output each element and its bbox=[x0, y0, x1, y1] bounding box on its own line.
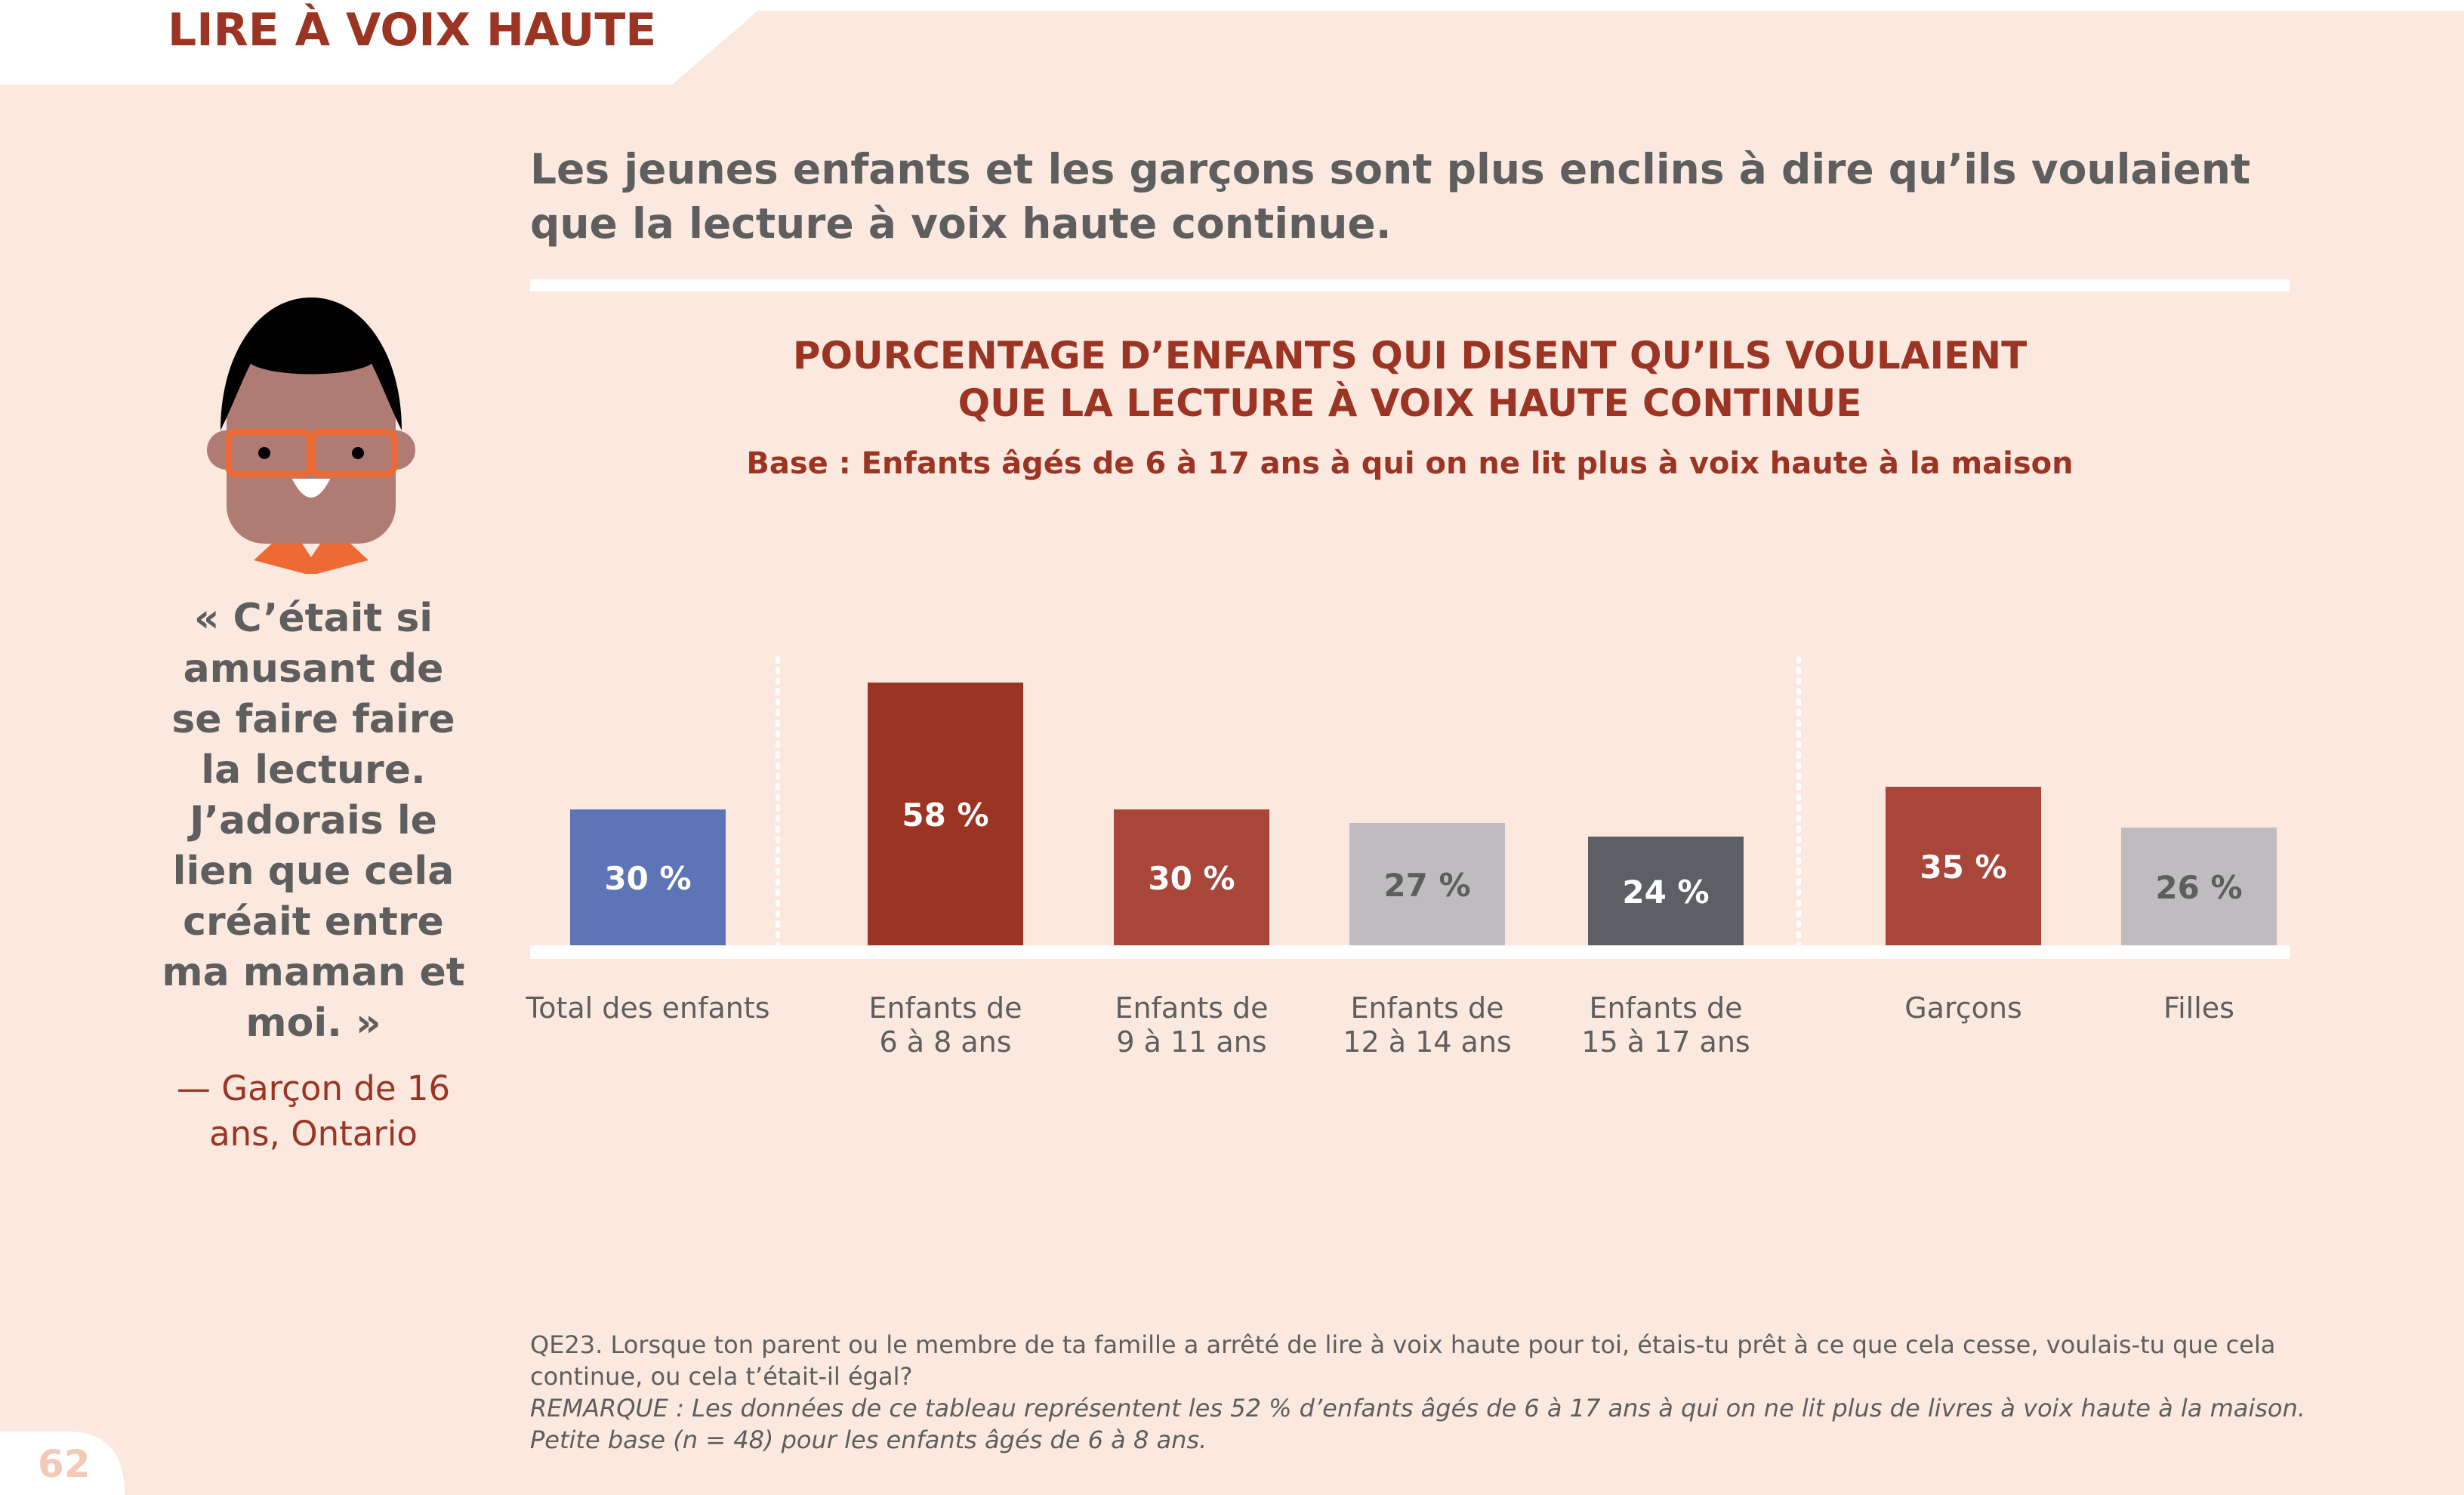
category-label-6-line-1: Garçons bbox=[1904, 991, 2022, 1025]
chart-subtitle: Base : Enfants âgés de 6 à 17 ans à qui … bbox=[746, 446, 2074, 481]
footnote: QE23. Lorsque ton parent ou le membre de… bbox=[530, 1329, 2358, 1456]
category-label-7-line-1: Filles bbox=[2163, 991, 2234, 1025]
bar-value-label-1: 30 % bbox=[604, 860, 691, 897]
page-number: 62 bbox=[38, 1442, 91, 1486]
chart-title-line-1: POURCENTAGE D’ENFANTS QUI DISENT QU’ILS … bbox=[792, 334, 2028, 378]
category-label-2-line-1: Enfants de bbox=[868, 991, 1022, 1025]
category-label-3-line-2: 9 à 11 ans bbox=[1116, 1025, 1266, 1059]
bar-3 bbox=[1114, 809, 1269, 945]
category-label-5-line-1: Enfants de bbox=[1589, 991, 1742, 1025]
bar-value-label-6: 35 % bbox=[1920, 849, 2006, 886]
category-label-5-line-2: 15 à 17 ans bbox=[1581, 1025, 1750, 1059]
boy-avatar-illustration bbox=[198, 294, 424, 575]
section-title: LIRE À VOIX HAUTE bbox=[168, 4, 657, 57]
bar-value-label-3: 30 % bbox=[1148, 860, 1235, 897]
bar-2 bbox=[868, 683, 1023, 945]
quote-attribution: — Garçon de 16 ans, Ontario bbox=[176, 1068, 451, 1154]
footnote-question: QE23. Lorsque ton parent ou le membre de… bbox=[530, 1330, 2276, 1391]
bar-7 bbox=[2121, 828, 2277, 945]
bar-6 bbox=[1886, 787, 2041, 945]
headline: Les jeunes enfants et les garçons sont p… bbox=[530, 145, 2251, 248]
section-title-tab bbox=[0, 0, 770, 85]
page-number-tab bbox=[0, 1432, 125, 1495]
category-label-2-line-2: 6 à 8 ans bbox=[879, 1025, 1011, 1059]
category-label-4-line-2: 12 à 14 ans bbox=[1343, 1025, 1511, 1059]
bar-5 bbox=[1588, 837, 1744, 945]
bar-value-label-7: 26 % bbox=[2155, 869, 2242, 906]
category-label-3-line-1: Enfants de bbox=[1115, 991, 1268, 1025]
section-title-tab-shape bbox=[0, 0, 770, 85]
footnote-remark: REMARQUE : Les données de ce tableau rep… bbox=[530, 1394, 2305, 1454]
chart-baseline bbox=[530, 945, 2290, 959]
child-quote: « C’était si amusant de se faire faire l… bbox=[162, 596, 465, 1046]
bar-value-label-2: 58 % bbox=[902, 797, 988, 834]
bar-value-label-5: 24 % bbox=[1622, 874, 1709, 911]
headline-divider bbox=[530, 279, 2290, 291]
bar-1 bbox=[570, 809, 726, 945]
category-label-4-line-1: Enfants de bbox=[1350, 991, 1503, 1025]
chart-title: POURCENTAGE D’ENFANTS QUI DISENT QU’ILS … bbox=[530, 332, 2290, 427]
bar-value-label-4: 27 % bbox=[1383, 867, 1470, 904]
category-label-1-line-1: Total des enfants bbox=[525, 991, 769, 1025]
chart-title-line-2: QUE LA LECTURE À VOIX HAUTE CONTINUE bbox=[958, 381, 1862, 425]
bar-4 bbox=[1349, 823, 1505, 945]
